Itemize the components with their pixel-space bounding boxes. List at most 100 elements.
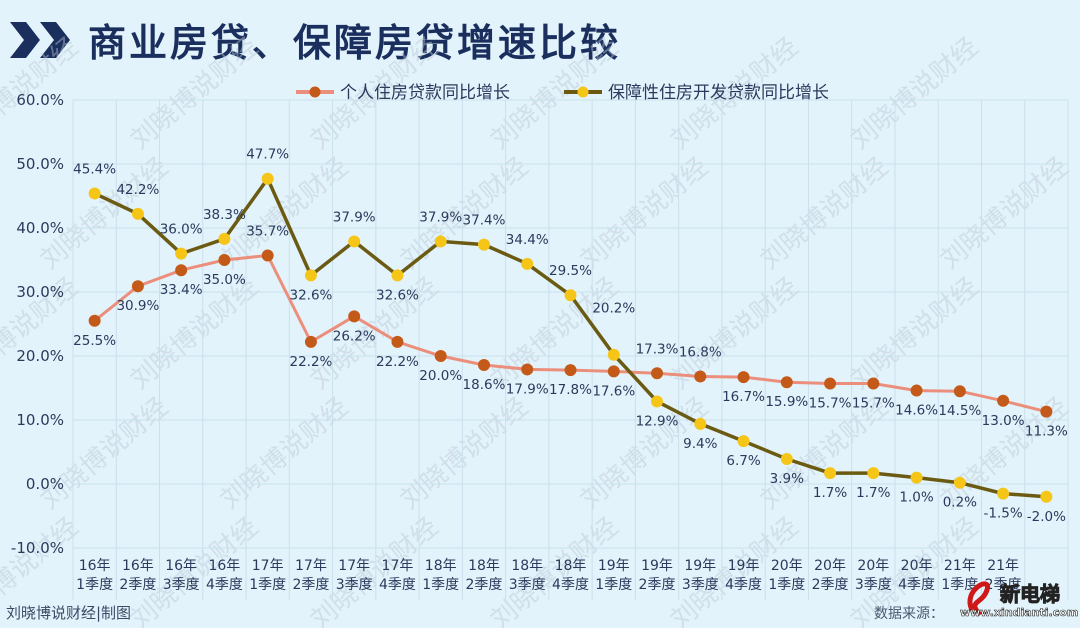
data-point [261,249,274,262]
data-point [780,376,793,389]
x-tick-label: 21年 [987,558,1019,574]
x-tick-label: 1季度 [249,577,286,593]
data-label: 3.9% [770,471,804,487]
svg-text:刘晓博说财经: 刘晓博说财经 [845,32,984,155]
x-tick-label: 19年 [684,558,716,574]
data-point [910,384,923,397]
chart-title: 商业房贷、保障房贷增速比较 [88,21,622,65]
data-label: 26.2% [333,328,376,344]
data-point [824,377,837,390]
x-tick-label: 4季度 [725,577,762,593]
legend-marker-icon [309,86,321,98]
data-label: 35.0% [203,272,246,288]
data-label: 37.9% [333,209,376,225]
data-label: 25.5% [73,333,116,349]
data-label: 42.2% [116,182,159,198]
data-point [88,314,101,327]
data-label: 14.6% [895,403,938,419]
watermark: 刘晓博说财经 刘晓博说财经 刘晓博说财经 刘晓博说财经 刘晓博说财经 刘晓博说财经刘晓博说… [0,32,1074,628]
x-tick-label: 19年 [641,558,673,574]
y-tick-label: 0.0% [26,475,64,493]
x-tick-label: 17年 [295,558,327,574]
data-label: -2.0% [1027,509,1066,525]
logo-url: www.xindianti.com [960,606,1079,620]
header: 商业房贷、保障房贷增速比较 [0,0,1080,80]
data-point [477,238,490,251]
data-point [997,487,1010,500]
x-tick-label: 1季度 [941,577,978,593]
data-point [1040,490,1053,503]
data-label: 37.9% [419,209,462,225]
data-point [304,335,317,348]
data-label: 22.2% [289,354,332,370]
x-tick-label: 4季度 [898,577,935,593]
x-tick-label: 2季度 [985,577,1022,593]
x-tick-label: 17年 [338,558,370,574]
data-point [780,453,793,466]
data-point [737,435,750,448]
data-point [261,172,274,185]
x-tick-label: 20年 [771,558,803,574]
x-tick-label: 1季度 [76,577,113,593]
svg-text:刘晓博说财经: 刘晓博说财经 [575,152,714,275]
data-label: 20.0% [419,368,462,384]
source-text: 数据来源： [874,606,944,622]
data-label: 11.3% [1025,424,1068,440]
x-tick-label: 2季度 [292,577,329,593]
data-point [607,365,620,378]
x-tick-label: 18年 [468,558,500,574]
y-tick-label: 20.0% [16,347,64,365]
y-tick-label: -10.0% [11,539,64,557]
x-tick-label: 3季度 [163,577,200,593]
data-point [867,377,880,390]
data-point [348,235,361,248]
x-tick-label: 3季度 [682,577,719,593]
credit-text: 刘晓博说财经|制图 [6,604,132,622]
data-point [218,232,231,245]
legend-label: 保障性住房开发贷款同比增长 [608,83,829,103]
data-point [607,348,620,361]
data-label: 37.4% [463,213,506,229]
y-tick-label: 40.0% [16,219,64,237]
data-point [997,394,1010,407]
y-tick-label: 50.0% [16,155,64,173]
x-tick-label: 4季度 [206,577,243,593]
data-label: 32.6% [376,287,419,303]
data-point [521,257,534,270]
x-tick-label: 18年 [555,558,587,574]
y-axis-labels: 60.0% 50.0% 40.0% 30.0% 20.0% 10.0% 0.0% -10.0% [11,91,64,557]
x-tick-label: 4季度 [552,577,589,593]
x-tick-label: 19年 [598,558,630,574]
data-point [824,467,837,480]
data-label: -1.5% [984,506,1023,522]
data-point [131,207,144,220]
data-label: 18.6% [463,377,506,393]
x-tick-label: 20年 [814,558,846,574]
data-label: 17.6% [592,383,635,399]
data-label: 1.0% [899,490,933,506]
x-tick-label: 3季度 [336,577,373,593]
data-label: 36.0% [160,222,203,238]
data-label: 17.3% [636,341,679,357]
x-tick-label: 21年 [944,558,976,574]
data-point [434,350,447,362]
data-label: 22.2% [376,354,419,370]
data-label: 34.4% [506,232,549,248]
data-point [564,289,577,302]
x-tick-label: 17年 [252,558,284,574]
x-tick-label: 1季度 [595,577,632,593]
x-tick-label: 1季度 [768,577,805,593]
data-point [564,364,577,377]
data-point [651,395,664,408]
data-label: 1.7% [856,485,890,501]
data-point [391,335,404,348]
series-affordable-housing-loan: 45.4%42.2% 36.0%38.3% 47.7% 32.6% 37.9% 32.6%… [73,147,1066,525]
data-label: 16.8% [679,344,722,360]
x-tick-label: 1季度 [422,577,459,593]
data-point [910,471,923,484]
legend: 个人住房贷款同比增长 保障性住房开发贷款同比增长 [296,83,829,103]
svg-text:刘晓博说财经: 刘晓博说财经 [215,392,354,515]
x-tick-label: 4季度 [379,577,416,593]
legend-label: 个人住房贷款同比增长 [340,83,510,103]
